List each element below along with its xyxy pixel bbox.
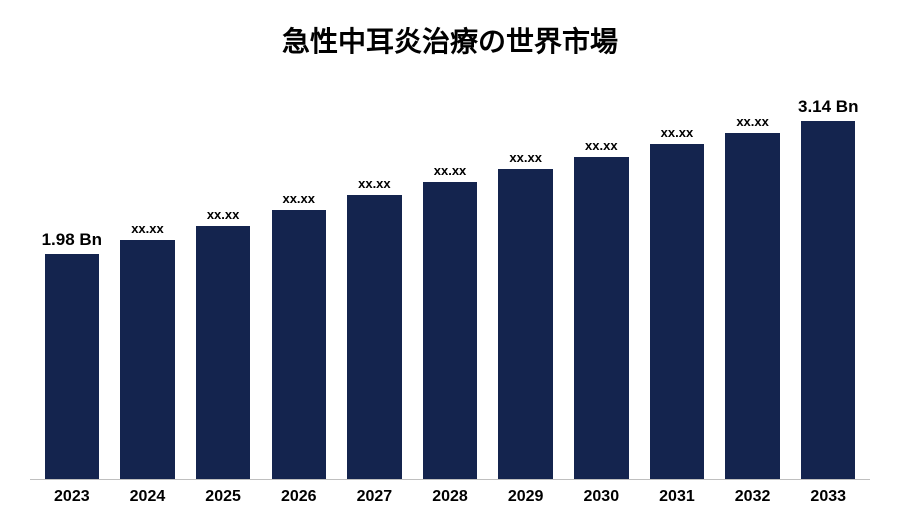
bar	[120, 240, 174, 479]
bar-slot: 1.98 Bn	[34, 70, 110, 479]
bar-value-label: 1.98 Bn	[42, 230, 102, 250]
bar-value-label: xx.xx	[585, 138, 618, 153]
bar	[423, 182, 477, 479]
bar-slot: xx.xx	[261, 70, 337, 479]
bar-value-label: xx.xx	[282, 191, 315, 206]
bar-value-label: 3.14 Bn	[798, 97, 858, 117]
x-axis-tick: 2029	[488, 488, 564, 506]
x-axis-tick: 2027	[337, 488, 413, 506]
bar-value-label: xx.xx	[207, 207, 240, 222]
bar-value-label: xx.xx	[736, 114, 769, 129]
bar-slot: xx.xx	[563, 70, 639, 479]
bar-value-label: xx.xx	[131, 221, 164, 236]
bar-slot: 3.14 Bn	[790, 70, 866, 479]
bar-value-label: xx.xx	[661, 125, 694, 140]
bar	[196, 226, 250, 479]
bar	[272, 210, 326, 479]
chart-container: 急性中耳炎治療の世界市場 1.98 Bn xx.xx xx.xx xx.xx xx.xx…	[0, 0, 900, 525]
bar-slot: xx.xx	[639, 70, 715, 479]
bar-value-label: xx.xx	[358, 176, 391, 191]
bars-row: 1.98 Bn xx.xx xx.xx xx.xx xx.xx xx.xx xx.xx xx.…	[30, 70, 870, 479]
x-axis-tick: 2026	[261, 488, 337, 506]
bar	[725, 133, 779, 479]
x-axis-tick: 2023	[34, 488, 110, 506]
x-axis-tick: 2024	[110, 488, 186, 506]
bar-slot: xx.xx	[412, 70, 488, 479]
bar-value-label: xx.xx	[509, 150, 542, 165]
plot-area: 1.98 Bn xx.xx xx.xx xx.xx xx.xx xx.xx xx.xx xx.…	[30, 70, 870, 480]
bar-slot: xx.xx	[337, 70, 413, 479]
x-axis: 2023202420252026202720282029203020312032…	[30, 480, 870, 506]
x-axis-tick: 2031	[639, 488, 715, 506]
x-axis-tick: 2033	[790, 488, 866, 506]
bar-slot: xx.xx	[110, 70, 186, 479]
bar	[45, 254, 99, 480]
bar	[498, 169, 552, 479]
x-axis-tick: 2025	[185, 488, 261, 506]
bar	[574, 157, 628, 479]
bar-value-label: xx.xx	[434, 163, 467, 178]
bar-slot: xx.xx	[715, 70, 791, 479]
bar	[801, 121, 855, 479]
bar	[650, 144, 704, 479]
x-axis-tick: 2032	[715, 488, 791, 506]
chart-title: 急性中耳炎治療の世界市場	[30, 20, 870, 60]
x-axis-tick: 2030	[563, 488, 639, 506]
bar	[347, 195, 401, 479]
bar-slot: xx.xx	[488, 70, 564, 479]
x-axis-tick: 2028	[412, 488, 488, 506]
bar-slot: xx.xx	[185, 70, 261, 479]
